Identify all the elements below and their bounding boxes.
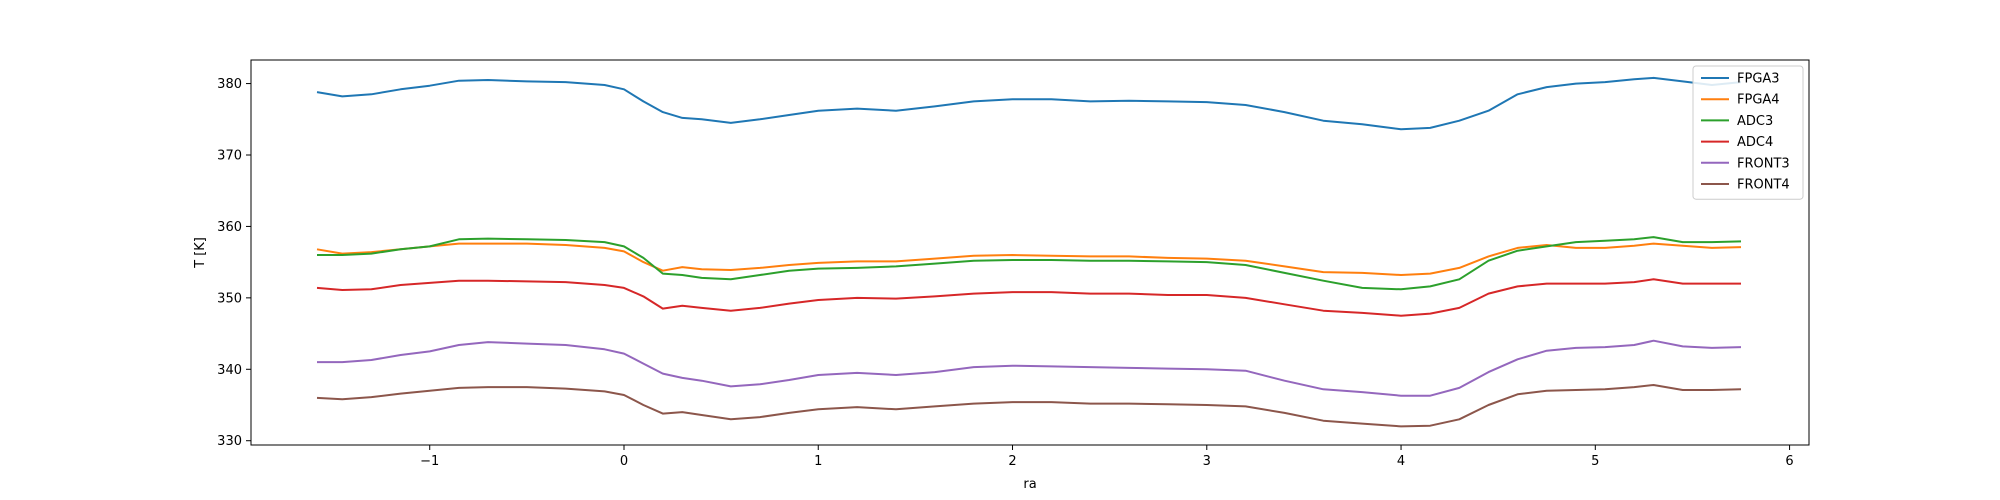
x-tick-label: 5: [1591, 454, 1599, 469]
x-tick-label: 4: [1397, 454, 1405, 469]
legend-label-front4: FRONT4: [1737, 178, 1790, 193]
y-axis-label: T [K]: [193, 237, 208, 269]
x-tick-label: 6: [1785, 454, 1793, 469]
legend-label-adc4: ADC4: [1737, 135, 1773, 150]
y-tick-label: 340: [217, 363, 242, 378]
series-line-front3: [317, 339, 1742, 397]
y-tick-label: 380: [217, 77, 242, 92]
series-line-fpga4: [316, 242, 1742, 276]
series-line-adc4: [316, 278, 1741, 317]
legend-label-front3: FRONT3: [1737, 156, 1790, 171]
legend-label-fpga3: FPGA3: [1737, 72, 1780, 87]
series-line-front4: [316, 384, 1742, 428]
x-tick-label: 0: [620, 454, 628, 469]
x-tick-label: 2: [1008, 454, 1016, 469]
series-line-adc3: [317, 236, 1742, 291]
legend-label-fpga4: FPGA4: [1737, 93, 1780, 108]
y-axis: 330 340 350 360 370 380: [217, 77, 251, 449]
axes-frame: [250, 59, 1810, 446]
x-tick-label: 3: [1203, 454, 1211, 469]
legend-label-adc3: ADC3: [1737, 114, 1773, 129]
x-tick-label: 1: [814, 454, 822, 469]
plot-area: [316, 76, 1742, 428]
y-tick-label: 330: [217, 434, 242, 449]
series-line-fpga3: [316, 76, 1742, 131]
y-tick-label: 360: [217, 220, 242, 235]
x-axis: −1 0 1 2 3 4 5 6: [420, 445, 1794, 469]
legend: FPGA3 FPGA4 ADC3 ADC4 FRONT3 FRONT4: [1692, 65, 1804, 200]
x-tick-label: −1: [420, 454, 439, 469]
y-tick-label: 350: [217, 291, 242, 306]
x-axis-label: ra: [1023, 477, 1036, 492]
y-tick-label: 370: [217, 149, 242, 164]
